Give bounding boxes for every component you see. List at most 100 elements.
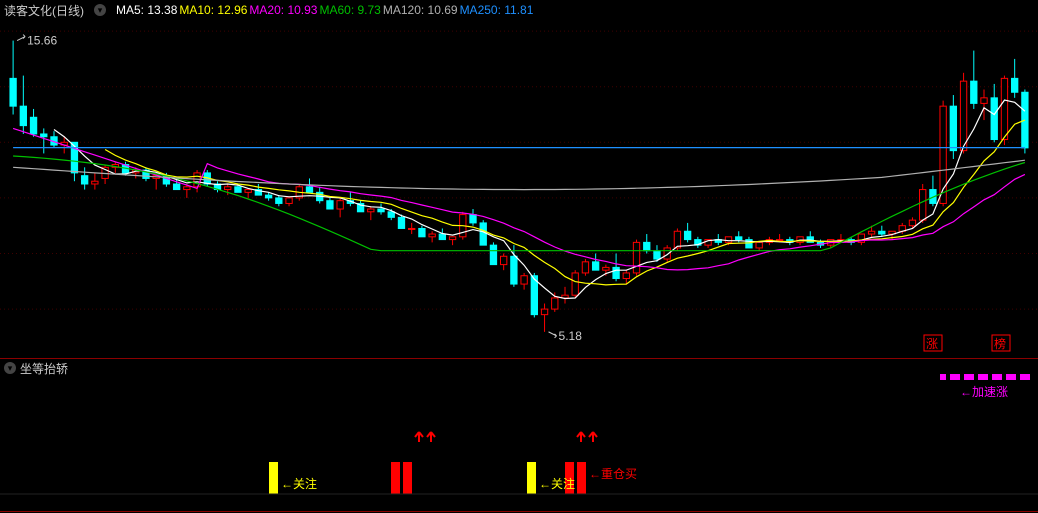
accel-marker bbox=[940, 374, 946, 380]
high-label: 15.66 bbox=[27, 34, 57, 48]
candle[interactable] bbox=[286, 198, 292, 204]
candle[interactable] bbox=[950, 106, 956, 150]
indicator-panel[interactable]: ←加速涨 ←关注 ←关注 ←重仓买 bbox=[0, 360, 1038, 512]
candle[interactable] bbox=[337, 201, 343, 209]
candle[interactable] bbox=[388, 212, 394, 218]
candle[interactable] bbox=[368, 209, 374, 212]
candle[interactable] bbox=[81, 176, 87, 184]
candle[interactable] bbox=[684, 231, 690, 239]
candle[interactable] bbox=[490, 245, 496, 264]
candle[interactable] bbox=[521, 276, 527, 284]
up-arrow-icon bbox=[589, 432, 597, 442]
candle[interactable] bbox=[868, 231, 874, 234]
ma-value: MA20: 10.93 bbox=[249, 3, 317, 17]
candle[interactable] bbox=[511, 256, 517, 284]
candle[interactable] bbox=[10, 78, 16, 106]
signal-label: ←关注 bbox=[281, 476, 317, 491]
candle[interactable] bbox=[613, 267, 619, 278]
candle[interactable] bbox=[541, 309, 547, 315]
ma-value: MA10: 12.96 bbox=[179, 3, 247, 17]
signal-bar bbox=[403, 462, 412, 494]
candle[interactable] bbox=[1001, 78, 1007, 139]
candle[interactable] bbox=[306, 187, 312, 193]
candle[interactable] bbox=[736, 237, 742, 240]
candle[interactable] bbox=[552, 298, 558, 309]
signal-label: ←重仓买 bbox=[589, 467, 637, 481]
ma-line bbox=[105, 120, 1025, 285]
candle[interactable] bbox=[265, 195, 271, 198]
candle[interactable] bbox=[1012, 78, 1018, 92]
candle[interactable] bbox=[470, 215, 476, 223]
signal-bar bbox=[269, 462, 278, 494]
candle[interactable] bbox=[327, 201, 333, 209]
candle[interactable] bbox=[398, 217, 404, 228]
candle[interactable] bbox=[439, 234, 445, 240]
chart-title: 读客文化(日线) bbox=[4, 2, 84, 19]
signal-bar bbox=[527, 462, 536, 494]
candle[interactable] bbox=[378, 209, 384, 212]
price-chart[interactable]: 15.66 5.18 涨 榜 bbox=[0, 0, 1038, 358]
candle[interactable] bbox=[225, 187, 231, 190]
candle[interactable] bbox=[582, 262, 588, 273]
ma-value: MA60: 9.73 bbox=[319, 3, 380, 17]
candle[interactable] bbox=[633, 242, 639, 273]
chart-header: 读客文化(日线) ▾ MA5: 13.38MA10: 12.96MA20: 10… bbox=[4, 2, 535, 18]
ma-line bbox=[54, 100, 1025, 298]
candle[interactable] bbox=[674, 231, 680, 248]
candle[interactable] bbox=[501, 256, 507, 264]
candle[interactable] bbox=[909, 220, 915, 226]
accel-marker bbox=[964, 374, 974, 380]
candle[interactable] bbox=[276, 198, 282, 204]
indicator-header: ▾ 坐等抬轿 bbox=[4, 360, 68, 376]
accel-label: ←加速涨 bbox=[960, 384, 1008, 399]
ma-line bbox=[13, 156, 1025, 251]
candle[interactable] bbox=[603, 267, 609, 270]
candle[interactable] bbox=[419, 228, 425, 236]
candle[interactable] bbox=[429, 234, 435, 237]
collapse-icon[interactable]: ▾ bbox=[4, 362, 16, 374]
candle[interactable] bbox=[592, 262, 598, 270]
ma-value: MA120: 10.69 bbox=[383, 3, 458, 17]
low-label: 5.18 bbox=[559, 329, 583, 343]
candle[interactable] bbox=[920, 190, 926, 221]
candle[interactable] bbox=[449, 237, 455, 240]
candle[interactable] bbox=[1022, 92, 1028, 148]
candle[interactable] bbox=[776, 240, 782, 241]
accel-marker bbox=[1020, 374, 1030, 380]
candle[interactable] bbox=[572, 273, 578, 295]
candle[interactable] bbox=[879, 231, 885, 234]
candle[interactable] bbox=[184, 187, 190, 190]
candle[interactable] bbox=[725, 237, 731, 243]
ma-line bbox=[13, 128, 1025, 270]
candle[interactable] bbox=[409, 228, 415, 229]
candle[interactable] bbox=[92, 181, 98, 184]
candle[interactable] bbox=[623, 273, 629, 279]
candle[interactable] bbox=[654, 251, 660, 259]
candle[interactable] bbox=[480, 223, 486, 245]
signal-bar bbox=[577, 462, 586, 494]
candle[interactable] bbox=[971, 81, 977, 103]
candle[interactable] bbox=[20, 106, 26, 125]
candle[interactable] bbox=[30, 117, 36, 134]
candle[interactable] bbox=[960, 81, 966, 150]
candle[interactable] bbox=[756, 242, 762, 248]
candle[interactable] bbox=[173, 184, 179, 190]
candle[interactable] bbox=[245, 190, 251, 193]
candle[interactable] bbox=[235, 187, 241, 193]
candle[interactable] bbox=[981, 98, 987, 104]
signal-label: ←关注 bbox=[539, 476, 575, 491]
ma-value: MA250: 11.81 bbox=[460, 3, 534, 17]
badge: 涨 bbox=[926, 336, 938, 351]
accel-marker bbox=[1006, 374, 1016, 380]
candle[interactable] bbox=[41, 134, 47, 137]
candle[interactable] bbox=[991, 98, 997, 140]
badge: 榜 bbox=[994, 336, 1006, 351]
collapse-icon[interactable]: ▾ bbox=[94, 4, 106, 16]
candle[interactable] bbox=[644, 242, 650, 250]
ma-readout: MA5: 13.38MA10: 12.96MA20: 10.93MA60: 9.… bbox=[116, 3, 535, 17]
accel-marker bbox=[950, 374, 960, 380]
accel-marker bbox=[992, 374, 1002, 380]
accel-marker bbox=[978, 374, 988, 380]
up-arrow-icon bbox=[427, 432, 435, 442]
ma-value: MA5: 13.38 bbox=[116, 3, 177, 17]
